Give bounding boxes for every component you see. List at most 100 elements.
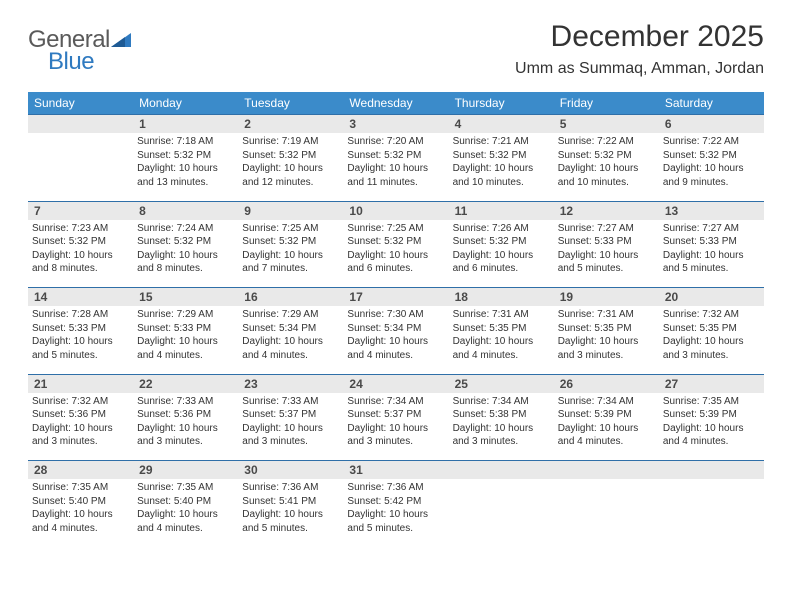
sunset-text: Sunset: 5:32 PM bbox=[137, 149, 234, 163]
day-number: 19 bbox=[554, 288, 659, 306]
day-number: 2 bbox=[238, 115, 343, 133]
weekday-header: Thursday bbox=[449, 92, 554, 115]
day-number bbox=[28, 115, 133, 133]
daylight-text: Daylight: 10 hours and 11 minutes. bbox=[347, 162, 444, 189]
week-daynum-row: 123456 bbox=[28, 115, 764, 134]
sunrise-text: Sunrise: 7:31 AM bbox=[453, 308, 550, 322]
sunrise-text: Sunrise: 7:36 AM bbox=[242, 481, 339, 495]
day-number: 28 bbox=[28, 461, 133, 479]
sunset-text: Sunset: 5:32 PM bbox=[663, 149, 760, 163]
week-content-row: Sunrise: 7:23 AM Sunset: 5:32 PM Daylight:… bbox=[28, 220, 764, 288]
daylight-text: Daylight: 10 hours and 3 minutes. bbox=[663, 335, 760, 362]
weekday-header: Tuesday bbox=[238, 92, 343, 115]
daylight-text: Daylight: 10 hours and 4 minutes. bbox=[453, 335, 550, 362]
day-number: 21 bbox=[28, 375, 133, 393]
day-cell-body: Sunrise: 7:28 AMSunset: 5:33 PMDaylight:… bbox=[28, 306, 133, 366]
day-number: 22 bbox=[133, 375, 238, 393]
sunrise-text: Sunrise: 7:36 AM bbox=[347, 481, 444, 495]
sunrise-text: Sunrise: 7:30 AM bbox=[347, 308, 444, 322]
day-number: 6 bbox=[659, 115, 764, 133]
weekday-header: Sunday bbox=[28, 92, 133, 115]
day-number: 27 bbox=[659, 375, 764, 393]
sunset-text: Sunset: 5:37 PM bbox=[347, 408, 444, 422]
sunset-text: Sunset: 5:38 PM bbox=[453, 408, 550, 422]
day-cell-body: Sunrise: 7:22 AMSunset: 5:32 PMDaylight:… bbox=[554, 133, 659, 193]
day-number: 9 bbox=[238, 202, 343, 220]
day-number: 10 bbox=[343, 202, 448, 220]
brand-triangle-icon bbox=[111, 29, 131, 52]
day-cell-body: Sunrise: 7:21 AMSunset: 5:32 PMDaylight:… bbox=[449, 133, 554, 193]
sunset-text: Sunset: 5:32 PM bbox=[242, 149, 339, 163]
daylight-text: Daylight: 10 hours and 3 minutes. bbox=[453, 422, 550, 449]
day-cell-body: Sunrise: 7:33 AMSunset: 5:37 PMDaylight:… bbox=[238, 393, 343, 453]
daylight-text: Daylight: 10 hours and 4 minutes. bbox=[347, 335, 444, 362]
sunrise-text: Sunrise: 7:32 AM bbox=[32, 395, 129, 409]
day-number: 7 bbox=[28, 202, 133, 220]
day-cell-body bbox=[28, 133, 133, 139]
daylight-text: Daylight: 10 hours and 6 minutes. bbox=[453, 249, 550, 276]
daylight-text: Daylight: 10 hours and 3 minutes. bbox=[347, 422, 444, 449]
daylight-text: Daylight: 10 hours and 10 minutes. bbox=[558, 162, 655, 189]
brand-logo: General Blue bbox=[28, 26, 131, 82]
day-number: 29 bbox=[133, 461, 238, 479]
sunrise-text: Sunrise: 7:34 AM bbox=[558, 395, 655, 409]
daylight-text: Daylight: 10 hours and 5 minutes. bbox=[242, 508, 339, 535]
sunrise-text: Sunrise: 7:28 AM bbox=[32, 308, 129, 322]
header: General Blue December 2025 Umm as Summaq… bbox=[28, 20, 764, 82]
sunrise-text: Sunrise: 7:23 AM bbox=[32, 222, 129, 236]
sunset-text: Sunset: 5:34 PM bbox=[347, 322, 444, 336]
day-number: 15 bbox=[133, 288, 238, 306]
day-cell-body: Sunrise: 7:29 AMSunset: 5:34 PMDaylight:… bbox=[238, 306, 343, 366]
sunset-text: Sunset: 5:37 PM bbox=[242, 408, 339, 422]
day-cell-body: Sunrise: 7:30 AMSunset: 5:34 PMDaylight:… bbox=[343, 306, 448, 366]
daylight-text: Daylight: 10 hours and 10 minutes. bbox=[453, 162, 550, 189]
daylight-text: Daylight: 10 hours and 5 minutes. bbox=[347, 508, 444, 535]
daylight-text: Daylight: 10 hours and 4 minutes. bbox=[663, 422, 760, 449]
daylight-text: Daylight: 10 hours and 8 minutes. bbox=[32, 249, 129, 276]
daylight-text: Daylight: 10 hours and 9 minutes. bbox=[663, 162, 760, 189]
day-number: 14 bbox=[28, 288, 133, 306]
day-cell-body: Sunrise: 7:29 AMSunset: 5:33 PMDaylight:… bbox=[133, 306, 238, 366]
sunset-text: Sunset: 5:35 PM bbox=[663, 322, 760, 336]
sunrise-text: Sunrise: 7:32 AM bbox=[663, 308, 760, 322]
weekday-header: Friday bbox=[554, 92, 659, 115]
day-cell-body: Sunrise: 7:22 AMSunset: 5:32 PMDaylight:… bbox=[659, 133, 764, 193]
day-cell-body: Sunrise: 7:26 AMSunset: 5:32 PMDaylight:… bbox=[449, 220, 554, 280]
sunset-text: Sunset: 5:33 PM bbox=[137, 322, 234, 336]
day-cell-body bbox=[659, 479, 764, 485]
location-text: Umm as Summaq, Amman, Jordan bbox=[515, 60, 764, 78]
day-cell-body bbox=[449, 479, 554, 485]
day-cell-body: Sunrise: 7:36 AMSunset: 5:41 PMDaylight:… bbox=[238, 479, 343, 539]
sunrise-text: Sunrise: 7:20 AM bbox=[347, 135, 444, 149]
daylight-text: Daylight: 10 hours and 4 minutes. bbox=[242, 335, 339, 362]
weekday-header: Monday bbox=[133, 92, 238, 115]
day-cell-body: Sunrise: 7:36 AMSunset: 5:42 PMDaylight:… bbox=[343, 479, 448, 539]
sunset-text: Sunset: 5:39 PM bbox=[558, 408, 655, 422]
title-block: December 2025 Umm as Summaq, Amman, Jord… bbox=[515, 20, 764, 78]
sunrise-text: Sunrise: 7:33 AM bbox=[242, 395, 339, 409]
daylight-text: Daylight: 10 hours and 3 minutes. bbox=[558, 335, 655, 362]
day-number: 20 bbox=[659, 288, 764, 306]
weekday-header: Wednesday bbox=[343, 92, 448, 115]
day-cell-body: Sunrise: 7:31 AMSunset: 5:35 PMDaylight:… bbox=[554, 306, 659, 366]
day-number bbox=[554, 461, 659, 479]
day-number: 30 bbox=[238, 461, 343, 479]
day-number: 31 bbox=[343, 461, 448, 479]
daylight-text: Daylight: 10 hours and 5 minutes. bbox=[32, 335, 129, 362]
daylight-text: Daylight: 10 hours and 4 minutes. bbox=[32, 508, 129, 535]
sunrise-text: Sunrise: 7:26 AM bbox=[453, 222, 550, 236]
week-daynum-row: 14151617181920 bbox=[28, 288, 764, 307]
day-cell-body: Sunrise: 7:25 AMSunset: 5:32 PMDaylight:… bbox=[238, 220, 343, 280]
sunset-text: Sunset: 5:36 PM bbox=[32, 408, 129, 422]
sunrise-text: Sunrise: 7:25 AM bbox=[242, 222, 339, 236]
day-cell-body: Sunrise: 7:34 AMSunset: 5:37 PMDaylight:… bbox=[343, 393, 448, 453]
day-cell-body: Sunrise: 7:35 AMSunset: 5:39 PMDaylight:… bbox=[659, 393, 764, 453]
sunrise-text: Sunrise: 7:29 AM bbox=[137, 308, 234, 322]
daylight-text: Daylight: 10 hours and 4 minutes. bbox=[558, 422, 655, 449]
month-title: December 2025 bbox=[515, 20, 764, 54]
day-cell-body: Sunrise: 7:34 AMSunset: 5:38 PMDaylight:… bbox=[449, 393, 554, 453]
sunrise-text: Sunrise: 7:19 AM bbox=[242, 135, 339, 149]
sunset-text: Sunset: 5:32 PM bbox=[137, 235, 234, 249]
week-content-row: Sunrise: 7:32 AMSunset: 5:36 PM Daylight:… bbox=[28, 393, 764, 461]
sunset-text: Sunset: 5:32 PM bbox=[347, 149, 444, 163]
